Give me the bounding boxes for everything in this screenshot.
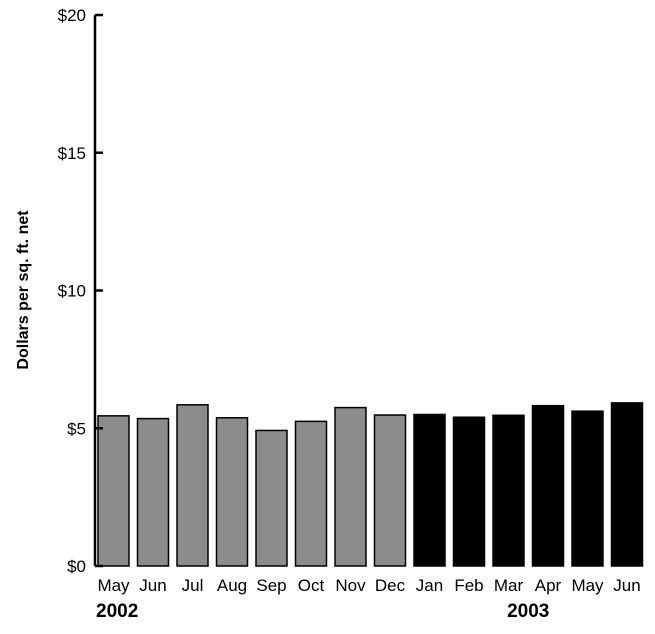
x-tick-label-7: Dec (375, 576, 406, 595)
bar-12 (571, 410, 604, 567)
x-tick-label-3: Aug (217, 576, 247, 595)
year-label-2002: 2002 (96, 601, 138, 622)
y-tick-label-0: $0 (67, 557, 86, 576)
x-tick-label-4: Sep (256, 576, 286, 595)
x-tick-label-9: Feb (454, 576, 483, 595)
x-tick-label-11: Apr (535, 576, 562, 595)
x-tick-label-8: Jan (416, 576, 443, 595)
x-tick-label-13: Jun (613, 576, 640, 595)
bar-11 (531, 404, 565, 567)
y-axis-label: Dollars per sq. ft. net (15, 210, 32, 370)
bar-0 (97, 415, 130, 567)
bar-5 (294, 420, 328, 567)
x-tick-label-12: May (571, 576, 604, 595)
year-label-2003: 2003 (507, 601, 549, 622)
bar-13 (610, 402, 644, 567)
bar-7 (373, 414, 407, 567)
x-tick-label-0: May (97, 576, 130, 595)
y-tick-label-3: $15 (58, 144, 86, 163)
y-tick-label-4: $20 (58, 6, 86, 25)
bar-1 (136, 417, 170, 567)
bar-8 (413, 413, 446, 567)
y-tick-label-2: $10 (58, 282, 86, 301)
x-tick-label-10: Mar (494, 576, 524, 595)
bar-3 (215, 417, 249, 567)
y-tick-label-1: $5 (67, 419, 86, 438)
bar-4 (255, 429, 288, 567)
bar-10 (492, 414, 525, 567)
bar-9 (452, 416, 486, 567)
x-tick-label-2: Jul (182, 576, 204, 595)
bar-2 (176, 404, 209, 567)
x-tick-label-1: Jun (139, 576, 166, 595)
x-tick-label-6: Nov (335, 576, 366, 595)
bar-6 (334, 406, 367, 567)
x-tick-label-5: Oct (298, 576, 325, 595)
